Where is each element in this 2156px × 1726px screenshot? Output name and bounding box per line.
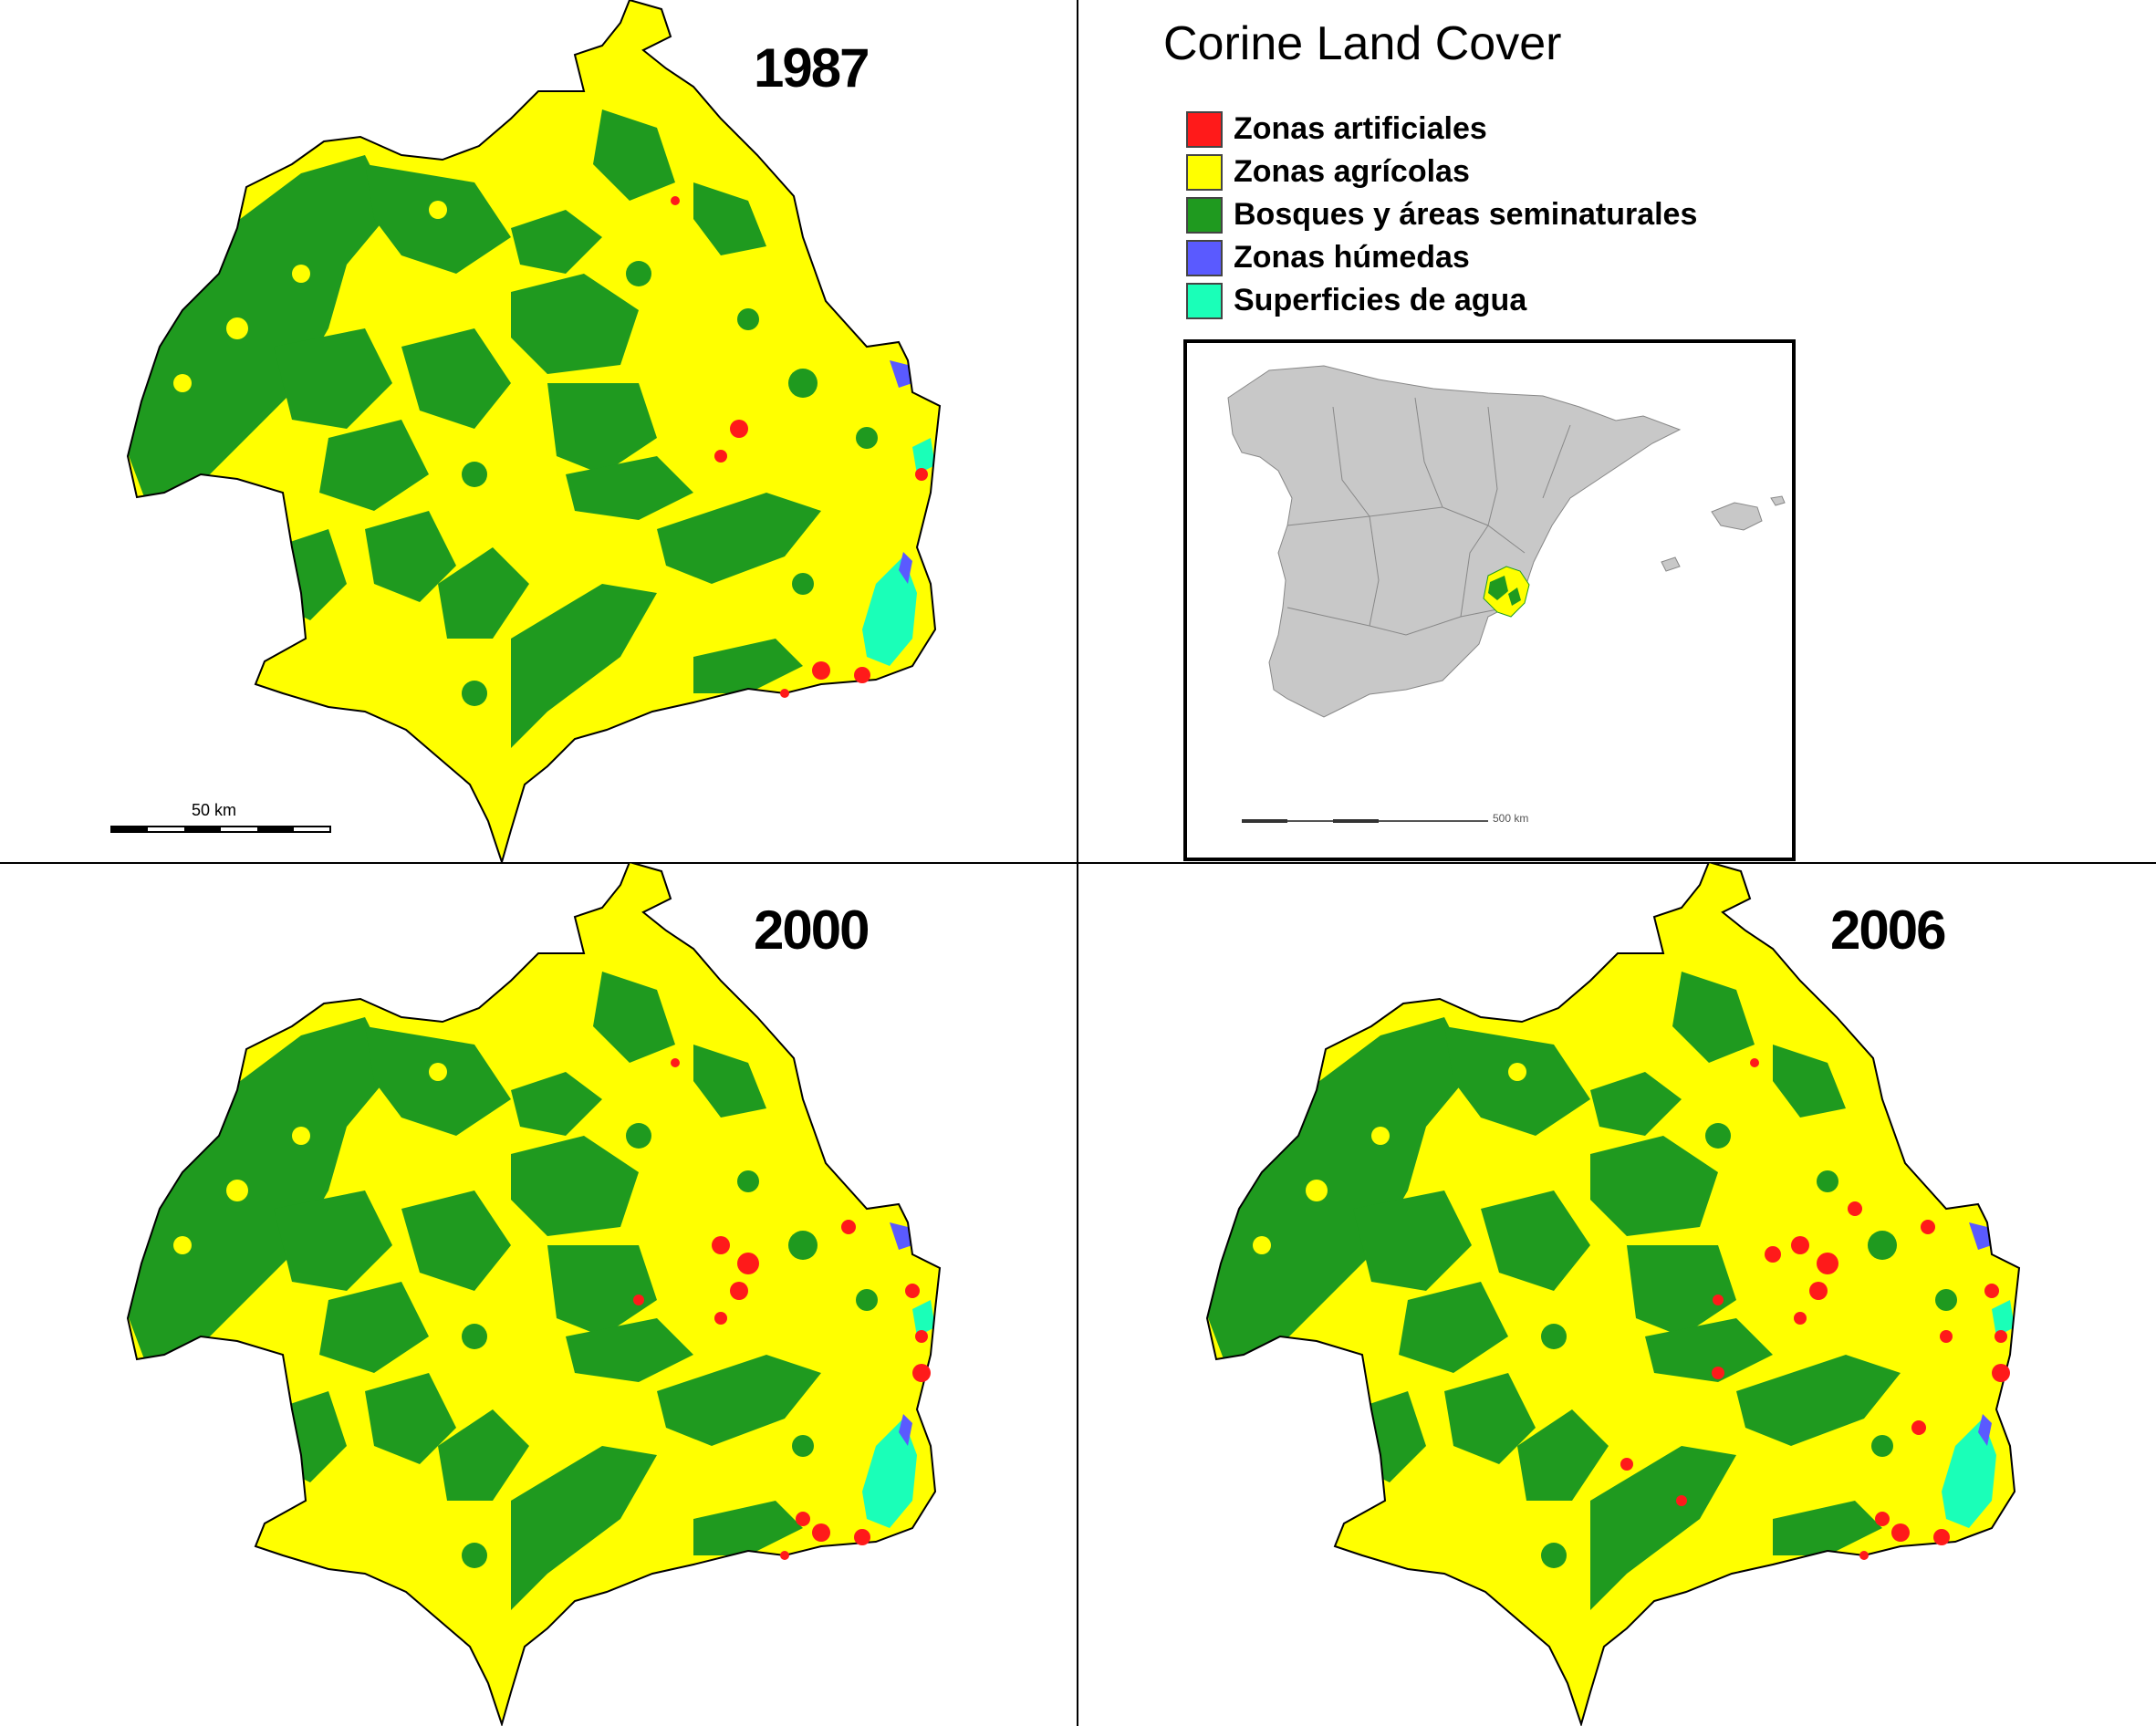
legend: Zonas artificiales Zonas agrícolas Bosqu… <box>1186 108 1697 322</box>
horizontal-divider <box>0 862 2156 864</box>
legend-item: Zonas húmedas <box>1186 236 1697 279</box>
land-cover-map-1987 <box>0 0 1004 862</box>
legend-label: Zonas agrícolas <box>1234 154 1470 189</box>
legend-title: Corine Land Cover <box>1163 17 1562 70</box>
map-year-label: 1987 <box>754 37 870 99</box>
swatch-forest <box>1186 196 1223 234</box>
legend-label: Bosques y áreas seminaturales <box>1234 197 1698 232</box>
swatch-artificial <box>1186 110 1223 148</box>
land-cover-map-2006 <box>1079 862 2083 1726</box>
legend-item: Zonas agrícolas <box>1186 151 1697 193</box>
legend-item: Bosques y áreas seminaturales <box>1186 193 1697 236</box>
scale-bar <box>110 826 331 833</box>
legend-item: Superficies de agua <box>1186 279 1697 322</box>
scale-bar-label: 50 km <box>192 801 237 819</box>
legend-label: Zonas artificiales <box>1234 111 1487 146</box>
swatch-water <box>1186 282 1223 319</box>
swatch-agricultural <box>1186 153 1223 191</box>
spain-outline <box>1227 365 1786 823</box>
legend-label: Superficies de agua <box>1234 283 1527 317</box>
land-cover-map-2000 <box>0 862 1004 1726</box>
legend-item: Zonas artificiales <box>1186 108 1697 151</box>
swatch-wetland <box>1186 239 1223 276</box>
inset-scale-label: 500 km <box>1493 812 1529 825</box>
map-year-label: 2006 <box>1830 899 1946 961</box>
map-year-label: 2000 <box>754 899 870 961</box>
spain-inset-map: 500 km <box>1183 339 1796 861</box>
legend-label: Zonas húmedas <box>1234 240 1470 275</box>
